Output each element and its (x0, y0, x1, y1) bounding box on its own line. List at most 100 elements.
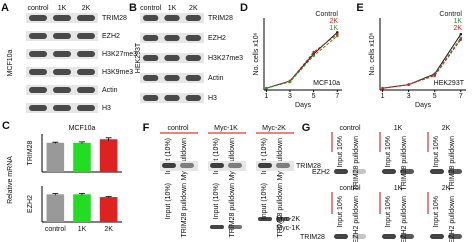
legend-label: Control (439, 11, 462, 18)
blot-band (53, 15, 71, 21)
blot-band (352, 169, 366, 174)
blot-band (400, 169, 414, 174)
blot-band (164, 15, 180, 21)
x-tick-label: 1 (381, 93, 385, 100)
blot-strip (256, 161, 294, 171)
lane-label: TRIM28 pulldown (401, 136, 408, 191)
cell-line-label: HEK293T (135, 42, 142, 73)
lane-label: Input 10% (433, 196, 440, 228)
blot-band (53, 33, 71, 39)
row-label: EZH2 (102, 33, 120, 40)
gene-label: EZH2 (27, 195, 34, 213)
series-line (382, 37, 462, 89)
blot-band (352, 234, 366, 239)
lane-label: EZH2 pulldown (449, 196, 456, 242)
series-line (266, 33, 338, 89)
blot-band (143, 15, 159, 21)
error-bar (52, 193, 59, 196)
row-label: TRIM28 (208, 15, 233, 22)
lane-label: 2K (189, 5, 198, 12)
row-label: Actin (102, 87, 118, 94)
error-bar (105, 137, 112, 141)
x-tick-label: 5 (312, 93, 316, 100)
lane-label: Input (10%) (165, 138, 172, 174)
blot-band (77, 15, 95, 21)
blot-band (143, 75, 159, 81)
annotation: HEK293T (434, 80, 465, 87)
lane-label: TRIM28 pulldown (181, 183, 188, 238)
band-label: Myc-2K (276, 216, 300, 223)
lane-label: 1K (168, 5, 177, 12)
lane-label: 2K (82, 5, 91, 12)
blot-band (448, 169, 462, 174)
blot-band (382, 169, 396, 174)
lane-label: Input (10%) (213, 183, 220, 219)
x-tick-label: 7 (335, 93, 339, 100)
blot-band (185, 35, 201, 41)
lane-label: Input 10% (385, 196, 392, 228)
lane-label: EZH2 pulldown (401, 196, 408, 242)
lane-label: control (27, 5, 48, 12)
blot-band (334, 234, 348, 239)
legend-label: Control (315, 11, 338, 18)
bar (46, 194, 65, 222)
blot-strip (160, 161, 198, 171)
y-axis-label: No. cells x10⁶ (253, 32, 260, 75)
row-label: H3K27me3 (102, 51, 137, 58)
bar (99, 197, 118, 222)
blot-band (185, 95, 201, 101)
x-tick-label: 2K (104, 226, 113, 233)
point (335, 31, 339, 34)
group-label: Myc-2K (262, 125, 286, 132)
row-label: Actin (208, 75, 224, 82)
x-tick-label: 5 (433, 93, 437, 100)
panel-label: D (240, 2, 248, 14)
x-axis-label: Days (415, 102, 431, 109)
blot-band (53, 69, 71, 75)
blot-band (53, 105, 71, 111)
blot-band (77, 69, 95, 75)
blot-band (448, 234, 462, 239)
row-label: EZH2 (208, 35, 226, 42)
point (433, 74, 437, 77)
blot-band (77, 105, 95, 111)
y-axis-label: Relative mRNA (7, 156, 14, 204)
blot-band (29, 69, 47, 75)
group-label: control (339, 185, 360, 192)
panel-label: G (302, 122, 311, 134)
point (335, 32, 339, 36)
point (407, 83, 410, 86)
blot-band (430, 169, 444, 174)
group-label: 1K (394, 125, 403, 132)
blot-band (29, 15, 47, 21)
point (459, 38, 463, 41)
blot-band (143, 95, 159, 101)
band-label: Myc-1K (276, 225, 300, 232)
blot-band (185, 15, 201, 21)
point (312, 54, 315, 58)
legend-label: 1K (453, 18, 462, 25)
blot-band (143, 35, 159, 41)
blot-band (276, 163, 290, 168)
blot-band (164, 55, 180, 61)
x-tick-label: 3 (407, 93, 411, 100)
blot-band (228, 225, 242, 229)
blot-band (29, 105, 47, 111)
blot-band (77, 51, 95, 57)
group-label: 2K (442, 125, 451, 132)
blot-band (77, 87, 95, 93)
chart-title: MCF10a (69, 125, 96, 132)
x-tick-label: control (45, 226, 66, 233)
row-label: H3K9me3 (102, 69, 133, 76)
lane-label: Input (10%) (165, 183, 172, 219)
lane-label: Myc pulldown (229, 138, 236, 181)
lane-label: 1K (58, 5, 67, 12)
lane-label: Input (10%) (261, 183, 268, 219)
blot-band (143, 55, 159, 61)
blot-band (53, 87, 71, 93)
row-label: TRIM28 (102, 15, 127, 22)
blot-band (400, 234, 414, 239)
lane-label: TRIM28 pulldown (353, 136, 360, 191)
point (335, 34, 339, 38)
